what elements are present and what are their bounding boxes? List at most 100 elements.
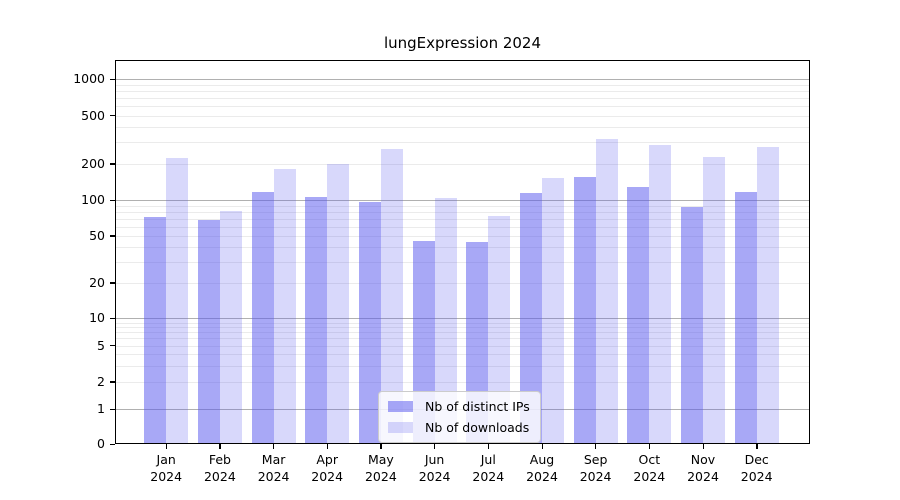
y-gridline-minor: [116, 247, 809, 249]
y-tick: [110, 163, 115, 165]
y-gridline-minor: [116, 142, 809, 144]
x-tick-label: Oct 2024: [621, 451, 677, 485]
y-gridline-minor: [116, 322, 809, 324]
bar-distinct-ips-3: [305, 196, 328, 444]
x-tick: [273, 444, 275, 449]
bar-downloads-8: [595, 138, 618, 444]
y-gridline-major: [116, 318, 809, 320]
y-gridline-minor: [116, 345, 809, 347]
x-tick-label-line: Aug: [529, 452, 555, 467]
x-tick-label-line: Mar: [261, 452, 286, 467]
y-tick: [110, 345, 115, 347]
y-tick-label: 20: [89, 274, 105, 290]
bar-downloads-3: [327, 163, 350, 444]
bar-distinct-ips-2: [251, 191, 274, 444]
y-gridline-minor: [116, 127, 809, 129]
bar-downloads-9: [649, 144, 672, 444]
x-tick-label-line: Dec: [744, 452, 769, 467]
y-tick-label: 5: [97, 337, 105, 353]
x-tick-label-line: Apr: [316, 452, 338, 467]
y-tick: [110, 317, 115, 320]
x-tick-label-line: 2024: [472, 469, 505, 484]
y-gridline-minor: [116, 338, 809, 340]
bar-distinct-ips-1: [197, 220, 220, 444]
bar-downloads-11: [756, 147, 779, 444]
y-gridline-minor: [116, 218, 809, 220]
y-tick-label: 1: [97, 401, 105, 416]
x-tick-label-line: 2024: [579, 469, 612, 484]
y-tick: [110, 381, 115, 383]
x-tick: [380, 444, 382, 449]
bar-downloads-5: [434, 197, 457, 444]
x-tick-label: Aug 2024: [514, 451, 570, 485]
y-tick: [110, 282, 115, 284]
y-tick-label: 100: [81, 192, 105, 208]
y-tick-label: 2: [97, 373, 105, 389]
y-gridline-major: [116, 79, 809, 80]
legend-item-distinct-ips: Nb of distinct IPs: [388, 399, 530, 414]
chart-title: lungExpression 2024: [383, 34, 542, 52]
y-gridline-minor: [116, 332, 809, 334]
x-tick: [595, 444, 597, 449]
bar-downloads-1: [219, 210, 242, 444]
y-gridline-minor: [116, 327, 809, 329]
legend-swatch-downloads: [388, 422, 413, 433]
bar-distinct-ips-0: [144, 217, 167, 444]
y-gridline-minor: [116, 97, 809, 99]
y-tick: [110, 408, 115, 410]
y-tick-label: 10: [89, 310, 105, 326]
y-gridline-minor: [116, 226, 809, 228]
x-tick-label: Mar 2024: [246, 451, 302, 485]
bar-distinct-ips-9: [627, 186, 650, 444]
y-gridline-minor: [116, 282, 809, 284]
y-tick: [110, 199, 115, 202]
legend-label-distinct-ips: Nb of distinct IPs: [425, 399, 530, 414]
x-tick-label: Feb 2024: [192, 451, 248, 485]
bar-distinct-ips-8: [573, 177, 596, 444]
legend-swatch-distinct-ips: [388, 401, 413, 412]
legend-label-downloads: Nb of downloads: [425, 420, 530, 435]
bar-distinct-ips-7: [520, 192, 542, 444]
bar-downloads-6: [488, 216, 511, 444]
x-tick-label-line: 2024: [687, 469, 719, 484]
x-tick: [165, 444, 168, 449]
bar-downloads-7: [542, 178, 564, 444]
legend: Nb of distinct IPs Nb of downloads: [378, 391, 541, 443]
x-tick-label-line: 2024: [740, 469, 773, 484]
y-tick-label: 1000: [73, 71, 105, 86]
x-tick-label-line: Feb: [208, 452, 231, 467]
bar-downloads-2: [273, 168, 296, 444]
x-tick-label-line: 2024: [633, 469, 666, 484]
y-tick: [110, 235, 115, 237]
x-tick-label-line: 2024: [203, 469, 236, 484]
x-tick: [487, 444, 490, 449]
y-gridline-minor: [116, 365, 809, 367]
x-tick-label-line: Jul: [480, 452, 496, 467]
legend-item-downloads: Nb of downloads: [388, 420, 530, 435]
x-tick-label-line: Oct: [638, 452, 661, 467]
bar-distinct-ips-10: [681, 207, 703, 444]
x-tick-label: Sep 2024: [568, 451, 624, 485]
y-tick: [110, 443, 115, 445]
y-gridline-minor: [116, 84, 809, 86]
x-tick-label-line: May: [367, 452, 394, 467]
y-tick-label: 500: [81, 107, 105, 123]
bar-downloads-10: [703, 157, 725, 444]
x-tick-label: May 2024: [353, 451, 409, 485]
x-tick: [434, 444, 436, 449]
x-tick: [702, 444, 704, 449]
y-gridline-minor: [116, 205, 809, 207]
y-gridline-minor: [116, 90, 809, 92]
y-gridline-major: [116, 200, 809, 202]
x-tick: [219, 444, 221, 449]
x-tick-label: Dec 2024: [729, 451, 785, 485]
x-tick-label: Nov 2024: [675, 451, 731, 485]
bar-distinct-ips-11: [734, 192, 757, 444]
x-tick: [326, 444, 329, 449]
y-tick: [110, 78, 115, 80]
y-tick: [110, 115, 115, 117]
y-gridline-minor: [116, 235, 809, 237]
x-tick-label-line: Nov: [690, 452, 716, 467]
x-tick: [541, 444, 543, 449]
